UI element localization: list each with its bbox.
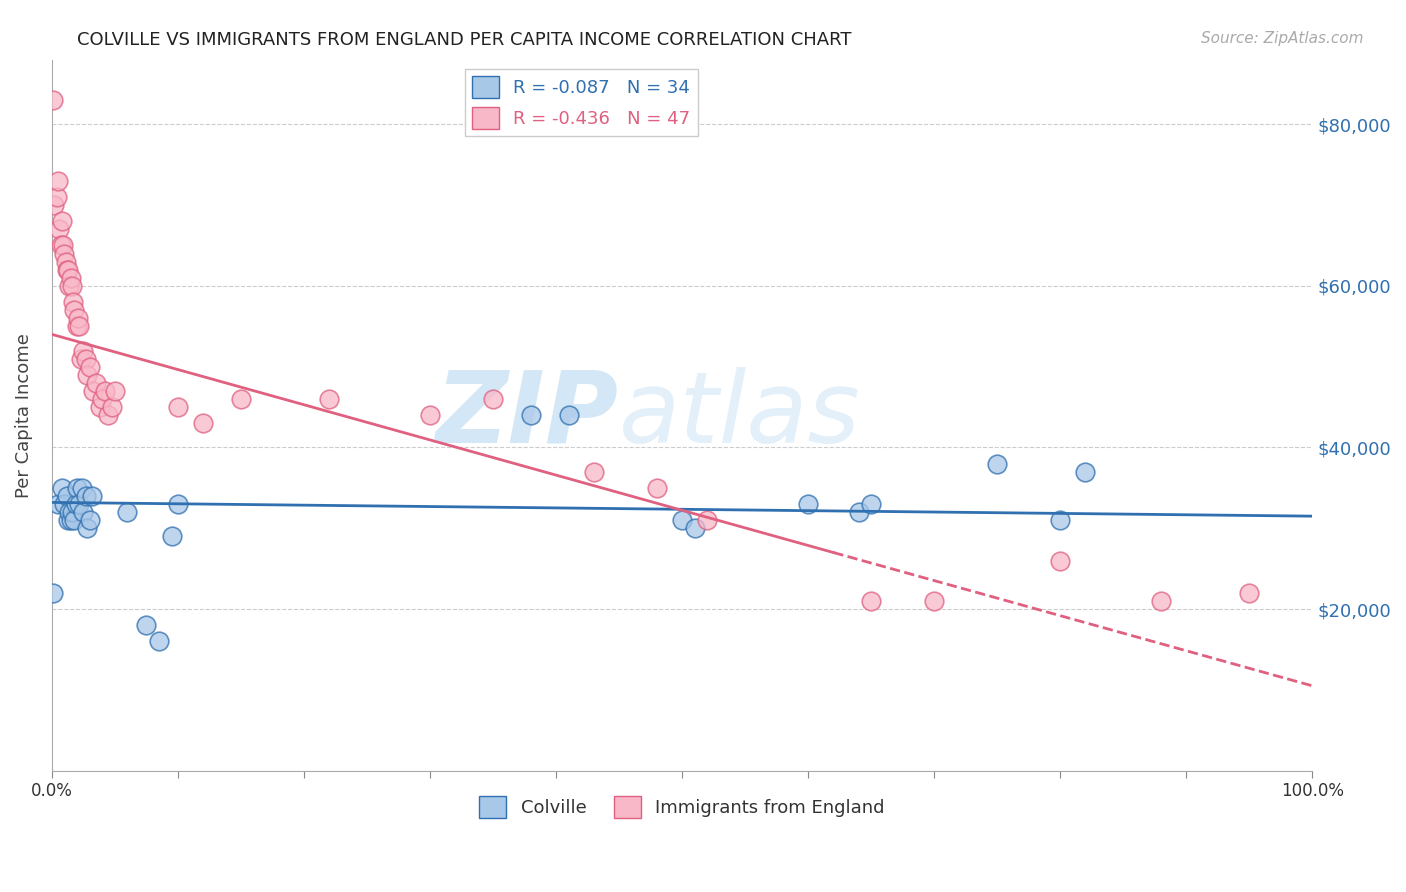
Point — [1239, 586, 1261, 600]
Point — [848, 505, 870, 519]
Point — [93, 384, 115, 398]
Point — [58, 505, 80, 519]
Point — [65, 497, 87, 511]
Point — [79, 359, 101, 374]
Point — [49, 238, 72, 252]
Point — [63, 513, 86, 527]
Point — [986, 457, 1008, 471]
Y-axis label: Per Capita Income: Per Capita Income — [15, 333, 32, 498]
Point — [55, 254, 77, 268]
Point — [51, 214, 73, 228]
Point — [582, 465, 605, 479]
Point — [70, 481, 93, 495]
Point — [76, 521, 98, 535]
Point — [53, 246, 76, 260]
Point — [1049, 553, 1071, 567]
Point — [45, 190, 67, 204]
Point — [56, 262, 79, 277]
Point — [72, 343, 94, 358]
Point — [82, 384, 104, 398]
Legend: Colville, Immigrants from England: Colville, Immigrants from England — [472, 789, 891, 826]
Point — [557, 408, 579, 422]
Point — [1049, 513, 1071, 527]
Point — [84, 376, 107, 390]
Text: COLVILLE VS IMMIGRANTS FROM ENGLAND PER CAPITA INCOME CORRELATION CHART: COLVILLE VS IMMIGRANTS FROM ENGLAND PER … — [77, 31, 852, 49]
Point — [148, 634, 170, 648]
Point — [860, 594, 883, 608]
Point — [56, 513, 79, 527]
Point — [60, 278, 83, 293]
Point — [117, 505, 139, 519]
Point — [520, 408, 543, 422]
Point — [671, 513, 693, 527]
Point — [46, 497, 69, 511]
Point — [1074, 465, 1097, 479]
Point — [683, 521, 706, 535]
Text: ZIP: ZIP — [436, 367, 619, 464]
Point — [89, 400, 111, 414]
Point — [63, 303, 86, 318]
Point — [101, 400, 124, 414]
Point — [80, 489, 103, 503]
Point — [58, 278, 80, 293]
Point — [44, 198, 66, 212]
Point — [75, 351, 97, 366]
Point — [62, 295, 84, 310]
Point — [46, 174, 69, 188]
Point — [52, 238, 75, 252]
Point — [66, 319, 89, 334]
Point — [75, 489, 97, 503]
Point — [191, 416, 214, 430]
Point — [91, 392, 114, 406]
Point — [48, 222, 70, 236]
Text: Source: ZipAtlas.com: Source: ZipAtlas.com — [1201, 31, 1364, 46]
Point — [69, 351, 91, 366]
Point — [69, 319, 91, 334]
Point — [56, 489, 79, 503]
Point — [860, 497, 883, 511]
Point — [51, 481, 73, 495]
Point — [160, 529, 183, 543]
Point — [135, 618, 157, 632]
Point — [922, 594, 945, 608]
Point — [79, 513, 101, 527]
Point — [66, 481, 89, 495]
Point — [67, 311, 90, 326]
Point — [76, 368, 98, 382]
Point — [1150, 594, 1173, 608]
Point — [318, 392, 340, 406]
Point — [42, 586, 65, 600]
Point — [59, 270, 82, 285]
Point — [166, 400, 188, 414]
Point — [60, 505, 83, 519]
Point — [42, 93, 65, 107]
Point — [229, 392, 252, 406]
Point — [419, 408, 441, 422]
Text: atlas: atlas — [619, 367, 860, 464]
Point — [797, 497, 820, 511]
Point — [69, 497, 91, 511]
Point — [645, 481, 668, 495]
Point — [97, 408, 120, 422]
Point — [166, 497, 188, 511]
Point — [482, 392, 505, 406]
Point — [696, 513, 718, 527]
Point — [53, 497, 76, 511]
Point — [104, 384, 127, 398]
Point — [72, 505, 94, 519]
Point — [59, 513, 82, 527]
Point — [56, 262, 79, 277]
